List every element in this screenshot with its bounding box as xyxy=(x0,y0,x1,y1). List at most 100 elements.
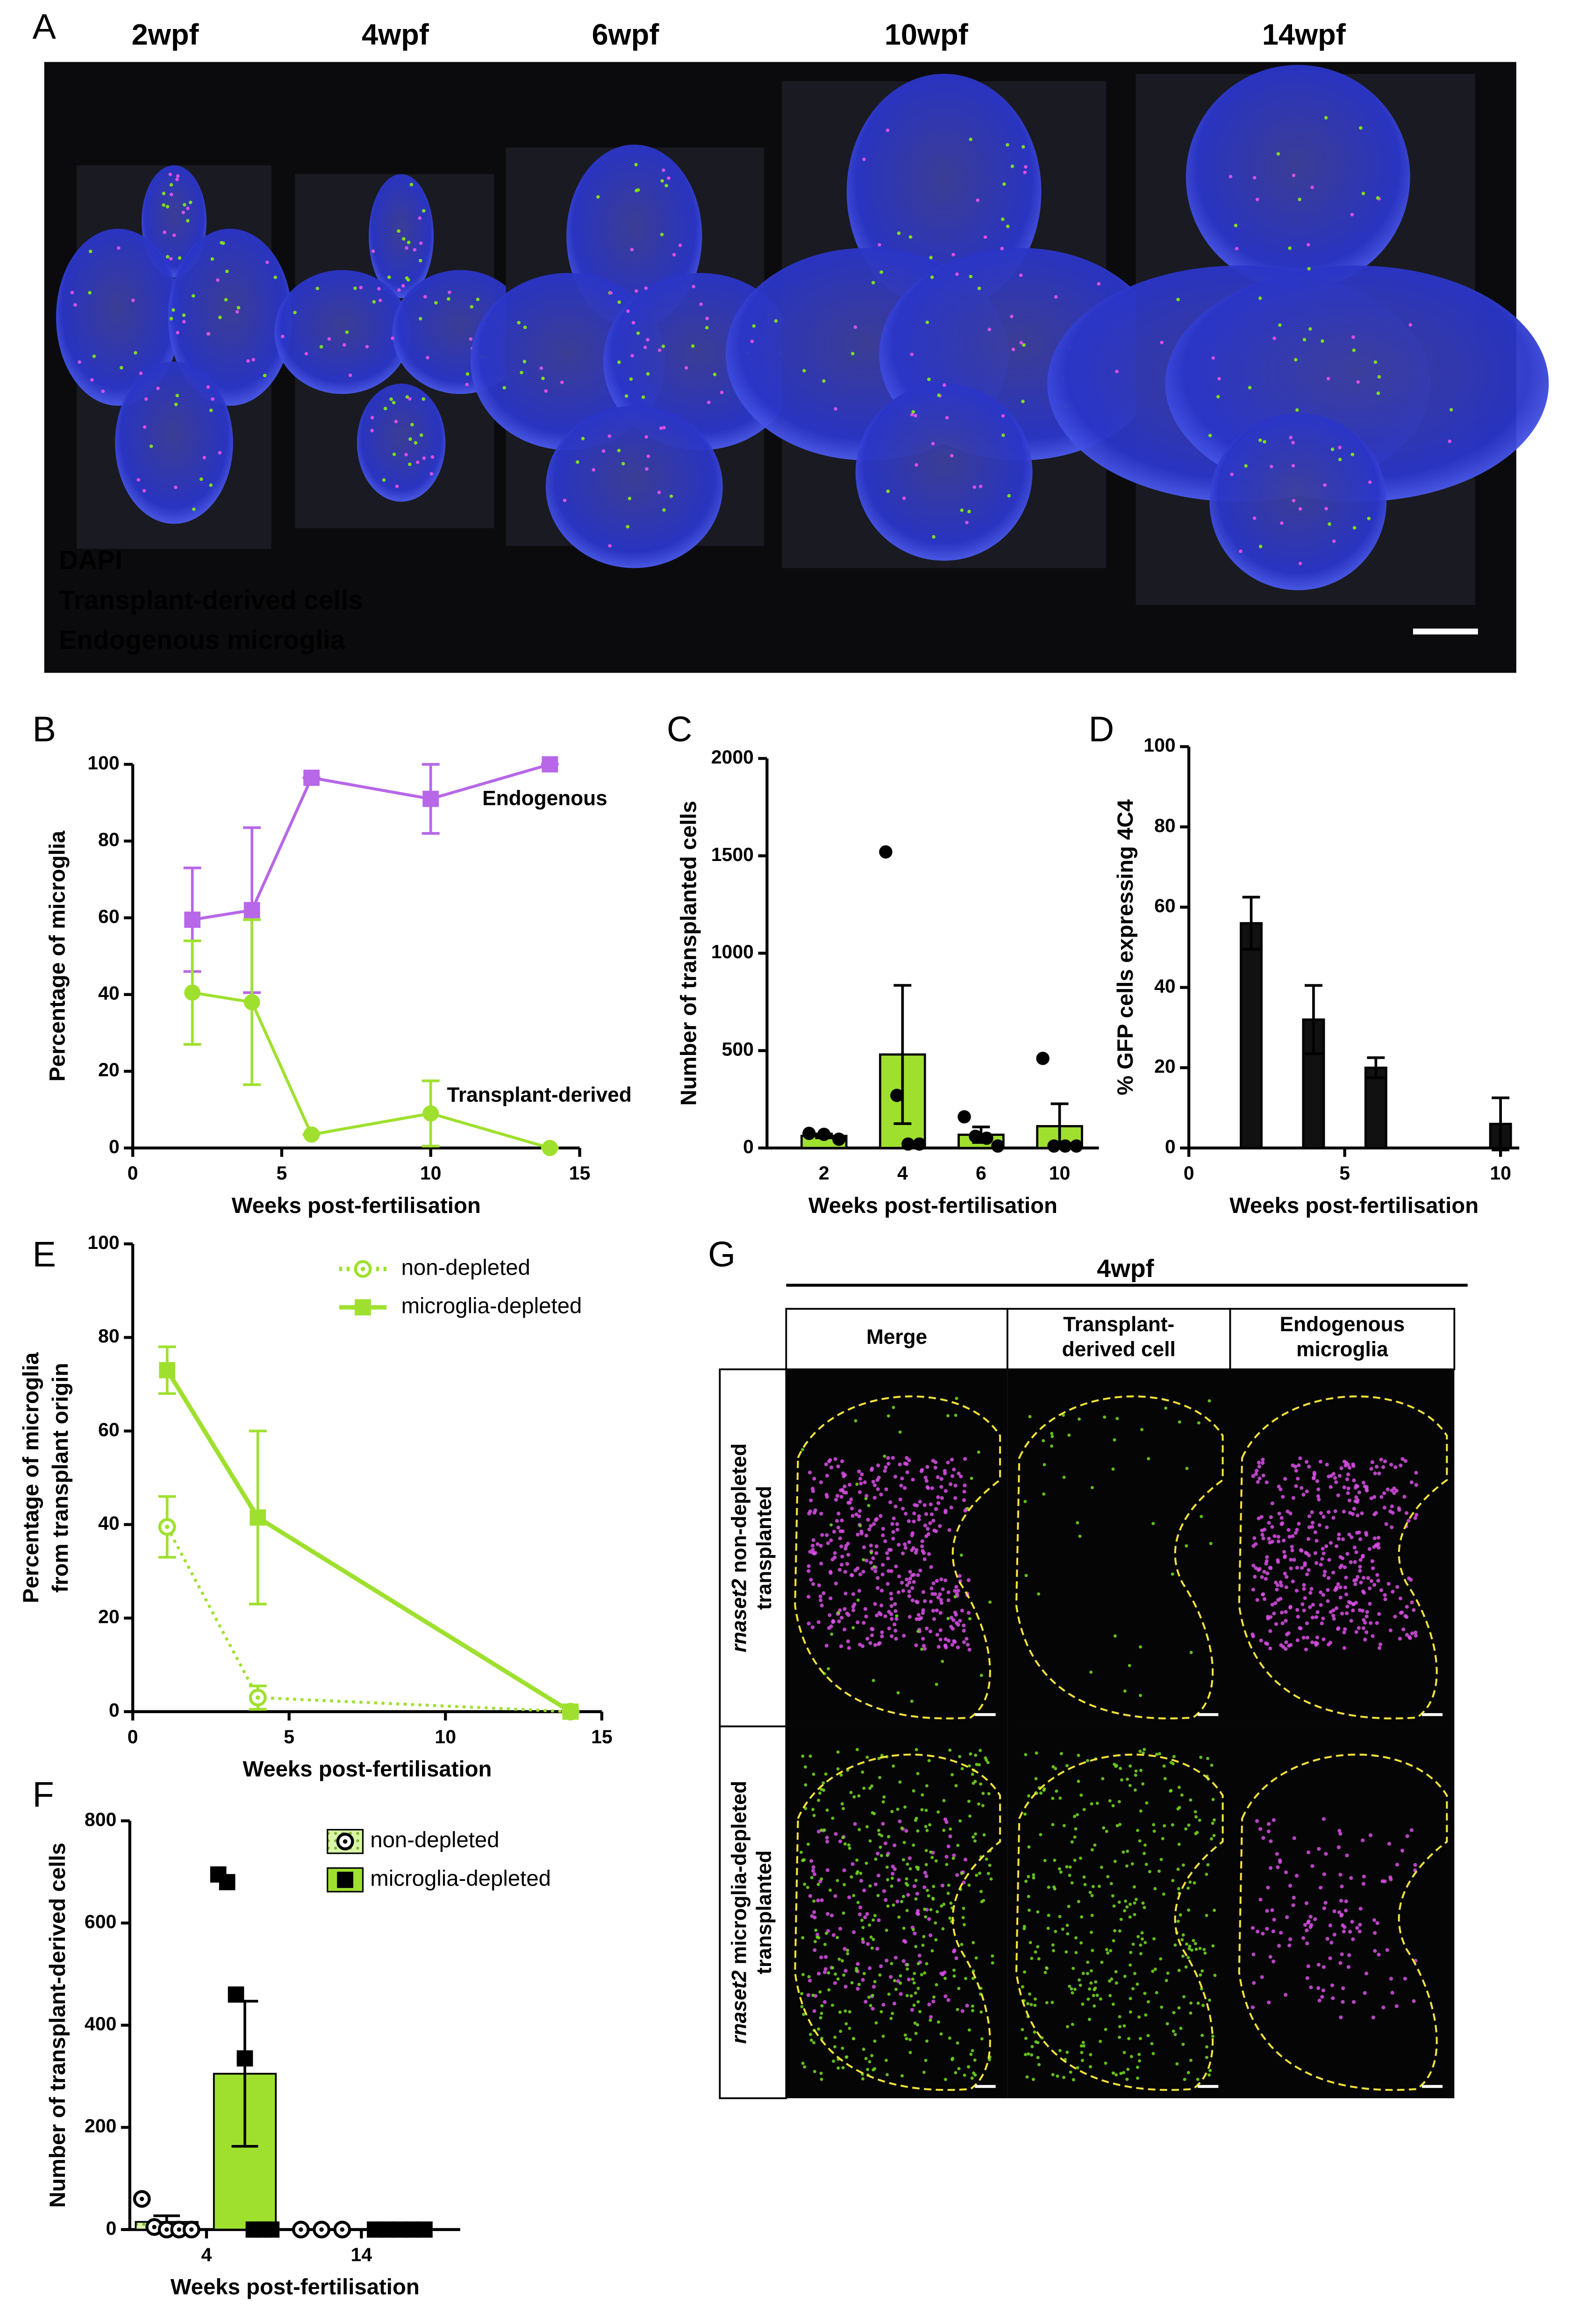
microglia-dot xyxy=(1284,1619,1288,1623)
transplant-dot xyxy=(935,1683,938,1686)
transplant-dot xyxy=(868,1884,872,1888)
transplant-dot xyxy=(820,2004,824,2008)
transplant-dot xyxy=(1186,2071,1190,2074)
transplant-dot xyxy=(1139,1693,1142,1697)
transplant-dot xyxy=(886,1414,890,1418)
cell-dot xyxy=(517,321,521,325)
microglia-dot xyxy=(1276,1865,1280,1869)
transplant-dot xyxy=(1022,1927,1026,1930)
microglia-dot xyxy=(1353,1582,1357,1586)
cell-dot xyxy=(370,429,374,433)
microglia-dot xyxy=(873,1518,878,1522)
microglia-dot xyxy=(858,1572,863,1577)
transplant-dot xyxy=(959,1553,963,1557)
microglia-dot xyxy=(898,1462,902,1467)
transplant-dot xyxy=(1181,1933,1185,1937)
microglia-dot xyxy=(1357,1490,1362,1494)
microglia-dot xyxy=(925,1626,929,1631)
microglia-dot xyxy=(1254,1472,1258,1476)
transplant-dot xyxy=(1072,1966,1075,1970)
y-tick-label: 1500 xyxy=(711,844,754,865)
microglia-dot xyxy=(943,1510,948,1514)
microglia-dot xyxy=(900,1551,905,1556)
transplant-dot xyxy=(1086,1759,1089,1763)
transplant-dot xyxy=(894,1987,898,1991)
transplant-dot xyxy=(1118,1929,1122,1933)
data-point xyxy=(817,1127,831,1141)
transplant-dot xyxy=(1213,1818,1216,1822)
transplant-dot xyxy=(1051,1796,1055,1800)
cell-dot xyxy=(1352,348,1356,352)
transplant-dot xyxy=(860,1918,864,1922)
marker xyxy=(159,1362,176,1378)
cell-dot xyxy=(943,383,946,387)
transplant-dot xyxy=(869,1551,873,1555)
error-bar xyxy=(893,984,912,1125)
cell-dot xyxy=(186,206,190,210)
microglia-dot xyxy=(1324,1544,1329,1549)
transplant-dot xyxy=(1050,1435,1054,1438)
transplant-dot xyxy=(1089,1930,1093,1934)
y-tick-label: 200 xyxy=(85,2115,116,2137)
microglia-dot xyxy=(1405,1605,1409,1609)
transplant-dot xyxy=(914,1991,917,1995)
cell-dot xyxy=(378,298,382,302)
microglia-dot xyxy=(907,1615,912,1619)
microglia-dot xyxy=(895,1900,900,1904)
microglia-dot xyxy=(861,1978,865,1982)
panel-letter: B xyxy=(32,710,56,749)
transplant-dot xyxy=(1146,2034,1150,2037)
transplant-dot xyxy=(1065,2025,1069,2029)
microglia-dot xyxy=(1268,1629,1272,1633)
transplant-dot xyxy=(1051,1943,1055,1947)
transplant-dot xyxy=(1021,2028,1024,2031)
transplant-dot xyxy=(869,1935,873,1939)
microglia-dot xyxy=(869,1524,873,1528)
microglia-dot xyxy=(943,1817,948,1822)
cell-dot xyxy=(662,508,666,512)
transplant-dot xyxy=(1177,1969,1181,1973)
microglia-dot xyxy=(1325,1937,1329,1941)
microglia-dot xyxy=(918,1568,922,1573)
transplant-dot xyxy=(1209,1542,1213,1545)
transplant-dot xyxy=(1207,2073,1211,2077)
microglia-dot xyxy=(866,1942,870,1946)
transplant-dot xyxy=(1139,1809,1143,1813)
x-tick-label: 15 xyxy=(569,1162,591,1184)
transplant-dot xyxy=(1157,1752,1161,1756)
microglia-dot xyxy=(962,1490,966,1494)
microglia-dot xyxy=(887,1610,891,1614)
cell-dot xyxy=(910,413,914,416)
cell-dot xyxy=(1278,323,1282,327)
cell-dot xyxy=(608,544,612,548)
microglia-dot xyxy=(1341,1923,1345,1928)
cell-dot xyxy=(216,278,220,282)
transplant-dot xyxy=(1099,1997,1102,2001)
microglia-dot xyxy=(851,1592,856,1596)
transplant-dot xyxy=(971,2049,974,2052)
microglia-dot xyxy=(1317,1497,1321,1502)
transplant-dot xyxy=(1126,1850,1129,1853)
microglia-dot xyxy=(1331,1571,1336,1575)
transplant-dot xyxy=(890,1884,893,1888)
transplant-dot xyxy=(1115,1417,1119,1420)
microglia-dot xyxy=(810,1543,815,1548)
microglia-dot xyxy=(1296,1614,1300,1619)
transplant-dot xyxy=(1057,1867,1061,1871)
microglia-dot xyxy=(917,1517,921,1521)
cell-dot xyxy=(1291,464,1295,468)
cell-dot xyxy=(1263,440,1266,444)
outline xyxy=(794,1753,1001,2091)
transplant-dot xyxy=(1129,1997,1132,2001)
microglia-dot xyxy=(890,1617,894,1621)
microglia-dot xyxy=(1412,1608,1416,1612)
microglia-dot xyxy=(879,1514,883,1518)
microglia-dot xyxy=(947,1528,951,1532)
microglia-dot xyxy=(816,1620,821,1624)
transplant-dot xyxy=(986,1872,990,1875)
transplant-dot xyxy=(1032,1873,1036,1877)
transplant-dot xyxy=(1137,2052,1141,2056)
transplant-dot xyxy=(1206,1863,1210,1867)
cell-dot xyxy=(236,306,241,310)
microglia-dot xyxy=(1338,1961,1343,1965)
